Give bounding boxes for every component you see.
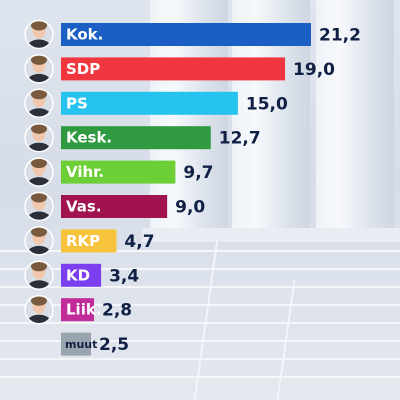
category-label-muut: muut bbox=[65, 338, 97, 351]
bar-kesk bbox=[61, 126, 211, 150]
avatar-ring bbox=[24, 54, 54, 84]
avatar-vas bbox=[25, 192, 53, 221]
category-label-kd: KD bbox=[66, 266, 90, 284]
value-label-sdp: 19,0 bbox=[293, 60, 335, 80]
bar-vihr bbox=[61, 160, 176, 184]
category-label-rkp: RKP bbox=[66, 232, 100, 250]
bar-vas bbox=[61, 195, 168, 218]
avatar-kesk bbox=[25, 123, 53, 152]
bar-kd bbox=[61, 263, 102, 287]
value-label-rkp: 4,7 bbox=[124, 232, 154, 252]
bar-muut bbox=[61, 332, 91, 356]
avatar-liik bbox=[25, 295, 53, 324]
background-step bbox=[0, 322, 400, 324]
avatar-sdp bbox=[25, 54, 53, 83]
background-step bbox=[0, 250, 400, 252]
avatar-rkp bbox=[25, 226, 53, 255]
bar-liik bbox=[61, 298, 95, 322]
avatar-ring bbox=[24, 226, 54, 256]
background-step bbox=[0, 376, 400, 378]
bar-rkp bbox=[61, 229, 117, 253]
value-label-kesk: 12,7 bbox=[219, 129, 261, 149]
background-column bbox=[308, 0, 400, 242]
background-step bbox=[0, 340, 400, 342]
avatar-ring bbox=[24, 19, 54, 50]
category-label-kesk: Kesk. bbox=[66, 129, 112, 147]
avatar-ring bbox=[24, 294, 54, 325]
value-label-muut: 2,5 bbox=[99, 335, 129, 355]
avatar-ring bbox=[24, 88, 54, 119]
avatar-ring bbox=[24, 157, 54, 187]
category-label-vihr: Vihr. bbox=[66, 163, 104, 181]
bar-sdp bbox=[61, 57, 286, 81]
category-label-liik: Liik. bbox=[66, 301, 102, 319]
value-label-vihr: 9,7 bbox=[183, 163, 213, 183]
background-step bbox=[0, 286, 400, 288]
background-step bbox=[0, 268, 400, 270]
value-label-liik: 2,8 bbox=[102, 301, 132, 321]
avatar-kd bbox=[25, 261, 53, 290]
value-label-ps: 15,0 bbox=[246, 94, 288, 114]
category-label-sdp: SDP bbox=[66, 60, 100, 78]
category-label-ps: PS bbox=[66, 94, 88, 112]
avatar-ring bbox=[24, 122, 54, 153]
avatar-kok bbox=[25, 20, 53, 49]
background-step bbox=[0, 304, 400, 306]
bar-ps bbox=[61, 91, 238, 115]
value-label-vas: 9,0 bbox=[175, 198, 205, 218]
avatar-ring bbox=[24, 191, 54, 222]
avatar-ps bbox=[25, 89, 53, 118]
avatar-ring bbox=[24, 260, 54, 291]
category-label-kok: Kok. bbox=[66, 26, 103, 44]
category-label-vas: Vas. bbox=[66, 198, 102, 216]
avatar-vihr bbox=[25, 158, 53, 187]
bar-kok bbox=[61, 23, 311, 46]
value-label-kd: 3,4 bbox=[109, 266, 139, 286]
value-label-kok: 21,2 bbox=[319, 26, 361, 46]
